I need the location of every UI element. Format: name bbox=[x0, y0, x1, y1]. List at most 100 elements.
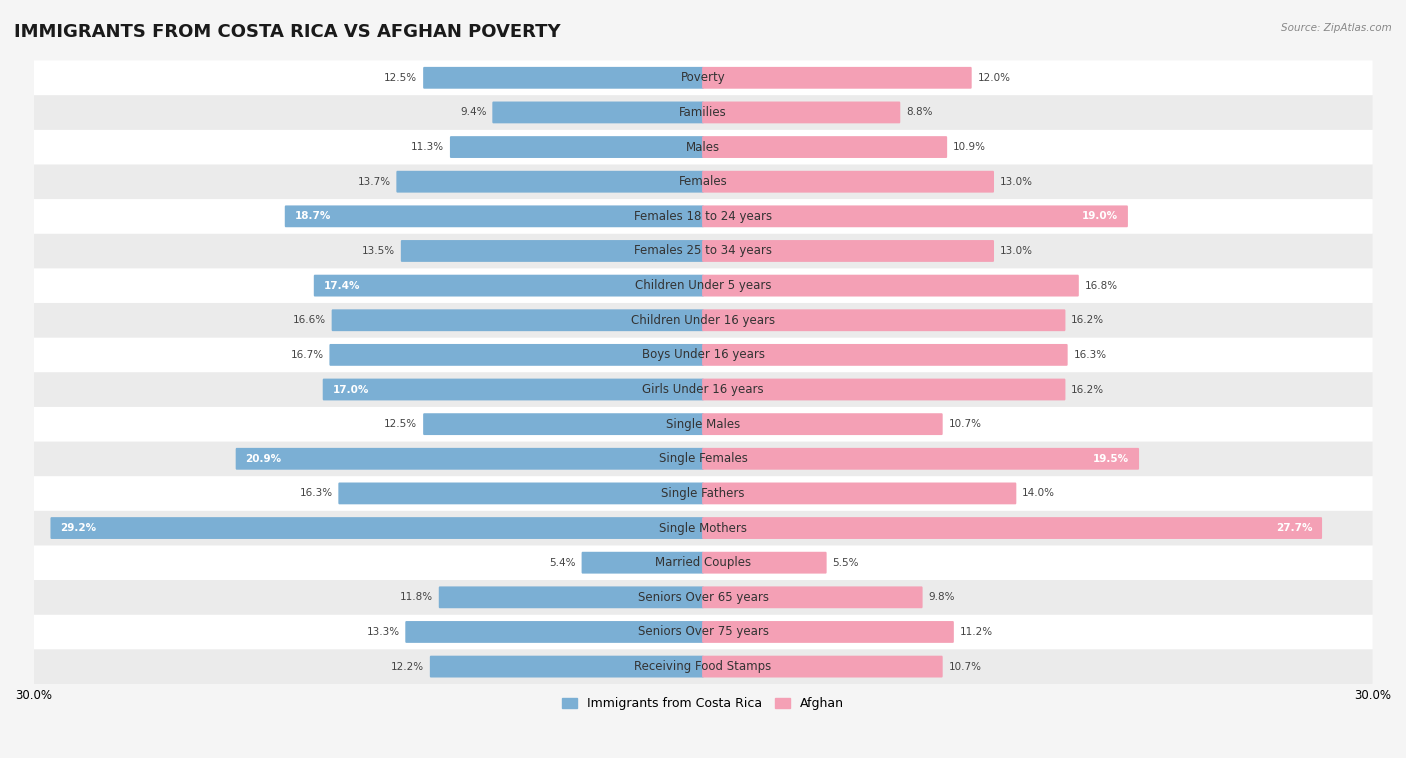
FancyBboxPatch shape bbox=[34, 130, 1372, 164]
FancyBboxPatch shape bbox=[702, 205, 1128, 227]
FancyBboxPatch shape bbox=[34, 372, 1372, 407]
Text: 16.3%: 16.3% bbox=[299, 488, 333, 499]
Text: Single Fathers: Single Fathers bbox=[661, 487, 745, 500]
Text: Seniors Over 65 years: Seniors Over 65 years bbox=[637, 590, 769, 604]
Text: 11.2%: 11.2% bbox=[960, 627, 993, 637]
FancyBboxPatch shape bbox=[702, 587, 922, 608]
Text: 18.7%: 18.7% bbox=[295, 211, 330, 221]
FancyBboxPatch shape bbox=[702, 378, 1066, 400]
Text: Females 25 to 34 years: Females 25 to 34 years bbox=[634, 245, 772, 258]
FancyBboxPatch shape bbox=[702, 136, 948, 158]
FancyBboxPatch shape bbox=[34, 407, 1372, 441]
Text: Single Males: Single Males bbox=[666, 418, 740, 431]
Text: 12.5%: 12.5% bbox=[384, 419, 418, 429]
FancyBboxPatch shape bbox=[430, 656, 704, 678]
Text: 9.8%: 9.8% bbox=[928, 592, 955, 603]
FancyBboxPatch shape bbox=[702, 102, 900, 124]
Text: 13.7%: 13.7% bbox=[357, 177, 391, 186]
Text: Females 18 to 24 years: Females 18 to 24 years bbox=[634, 210, 772, 223]
Text: Receiving Food Stamps: Receiving Food Stamps bbox=[634, 660, 772, 673]
Text: Married Couples: Married Couples bbox=[655, 556, 751, 569]
FancyBboxPatch shape bbox=[34, 337, 1372, 372]
FancyBboxPatch shape bbox=[702, 448, 1139, 470]
FancyBboxPatch shape bbox=[329, 344, 704, 366]
Text: IMMIGRANTS FROM COSTA RICA VS AFGHAN POVERTY: IMMIGRANTS FROM COSTA RICA VS AFGHAN POV… bbox=[14, 23, 561, 41]
Text: 12.0%: 12.0% bbox=[977, 73, 1011, 83]
Text: Single Females: Single Females bbox=[658, 453, 748, 465]
Text: Families: Families bbox=[679, 106, 727, 119]
FancyBboxPatch shape bbox=[34, 650, 1372, 684]
Text: 16.6%: 16.6% bbox=[292, 315, 326, 325]
FancyBboxPatch shape bbox=[405, 621, 704, 643]
FancyBboxPatch shape bbox=[34, 303, 1372, 337]
FancyBboxPatch shape bbox=[582, 552, 704, 574]
FancyBboxPatch shape bbox=[323, 378, 704, 400]
FancyBboxPatch shape bbox=[401, 240, 704, 262]
Text: 27.7%: 27.7% bbox=[1275, 523, 1312, 533]
FancyBboxPatch shape bbox=[702, 517, 1322, 539]
Text: 16.8%: 16.8% bbox=[1084, 280, 1118, 290]
Text: 19.5%: 19.5% bbox=[1092, 454, 1129, 464]
Text: 13.5%: 13.5% bbox=[361, 246, 395, 256]
Text: 13.0%: 13.0% bbox=[1000, 246, 1033, 256]
Text: Females: Females bbox=[679, 175, 727, 188]
FancyBboxPatch shape bbox=[34, 164, 1372, 199]
FancyBboxPatch shape bbox=[332, 309, 704, 331]
FancyBboxPatch shape bbox=[702, 309, 1066, 331]
FancyBboxPatch shape bbox=[51, 517, 704, 539]
FancyBboxPatch shape bbox=[702, 552, 827, 574]
FancyBboxPatch shape bbox=[34, 615, 1372, 650]
FancyBboxPatch shape bbox=[702, 240, 994, 262]
Text: 5.5%: 5.5% bbox=[832, 558, 859, 568]
Text: 17.4%: 17.4% bbox=[323, 280, 360, 290]
Text: Children Under 5 years: Children Under 5 years bbox=[634, 279, 772, 292]
Text: 10.7%: 10.7% bbox=[949, 419, 981, 429]
Text: Seniors Over 75 years: Seniors Over 75 years bbox=[637, 625, 769, 638]
Text: 17.0%: 17.0% bbox=[333, 384, 368, 394]
FancyBboxPatch shape bbox=[702, 413, 942, 435]
FancyBboxPatch shape bbox=[702, 344, 1067, 366]
FancyBboxPatch shape bbox=[34, 268, 1372, 303]
Text: Boys Under 16 years: Boys Under 16 years bbox=[641, 349, 765, 362]
FancyBboxPatch shape bbox=[702, 656, 942, 678]
FancyBboxPatch shape bbox=[450, 136, 704, 158]
Text: 13.0%: 13.0% bbox=[1000, 177, 1033, 186]
FancyBboxPatch shape bbox=[702, 621, 953, 643]
FancyBboxPatch shape bbox=[492, 102, 704, 124]
Text: 9.4%: 9.4% bbox=[460, 108, 486, 117]
Text: Girls Under 16 years: Girls Under 16 years bbox=[643, 383, 763, 396]
Text: 8.8%: 8.8% bbox=[905, 108, 932, 117]
FancyBboxPatch shape bbox=[34, 476, 1372, 511]
Text: Children Under 16 years: Children Under 16 years bbox=[631, 314, 775, 327]
Text: 19.0%: 19.0% bbox=[1083, 211, 1118, 221]
FancyBboxPatch shape bbox=[34, 511, 1372, 545]
Text: Source: ZipAtlas.com: Source: ZipAtlas.com bbox=[1281, 23, 1392, 33]
Text: 10.7%: 10.7% bbox=[949, 662, 981, 672]
FancyBboxPatch shape bbox=[34, 441, 1372, 476]
Text: 16.7%: 16.7% bbox=[291, 350, 323, 360]
FancyBboxPatch shape bbox=[34, 233, 1372, 268]
FancyBboxPatch shape bbox=[423, 413, 704, 435]
Text: 12.5%: 12.5% bbox=[384, 73, 418, 83]
Text: 29.2%: 29.2% bbox=[60, 523, 97, 533]
FancyBboxPatch shape bbox=[285, 205, 704, 227]
Text: 11.8%: 11.8% bbox=[399, 592, 433, 603]
FancyBboxPatch shape bbox=[702, 274, 1078, 296]
Text: 11.3%: 11.3% bbox=[411, 142, 444, 152]
FancyBboxPatch shape bbox=[339, 483, 704, 504]
Text: Poverty: Poverty bbox=[681, 71, 725, 84]
FancyBboxPatch shape bbox=[34, 580, 1372, 615]
Text: 13.3%: 13.3% bbox=[367, 627, 399, 637]
FancyBboxPatch shape bbox=[34, 61, 1372, 95]
FancyBboxPatch shape bbox=[439, 587, 704, 608]
FancyBboxPatch shape bbox=[423, 67, 704, 89]
FancyBboxPatch shape bbox=[34, 95, 1372, 130]
FancyBboxPatch shape bbox=[396, 171, 704, 193]
Text: 10.9%: 10.9% bbox=[953, 142, 986, 152]
FancyBboxPatch shape bbox=[34, 199, 1372, 233]
FancyBboxPatch shape bbox=[34, 545, 1372, 580]
Text: 14.0%: 14.0% bbox=[1022, 488, 1054, 499]
Text: 20.9%: 20.9% bbox=[246, 454, 281, 464]
FancyBboxPatch shape bbox=[702, 171, 994, 193]
FancyBboxPatch shape bbox=[702, 67, 972, 89]
